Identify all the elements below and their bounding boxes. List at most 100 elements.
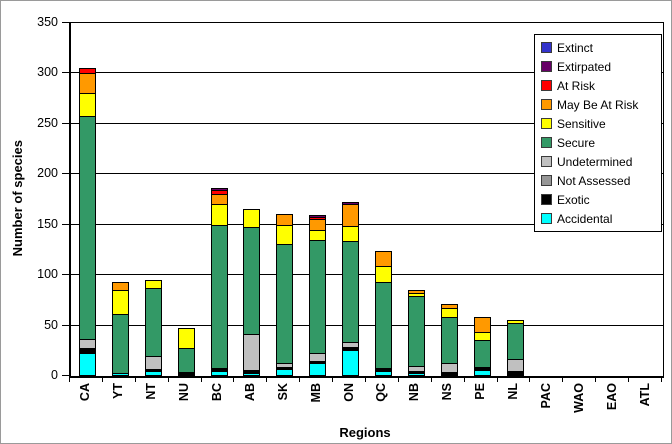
y-axis-tick-label: 150	[37, 216, 58, 231]
y-axis-tick	[62, 324, 69, 326]
x-axis-category-label: PAC	[538, 383, 553, 409]
legend-item-at-risk: At Risk	[535, 76, 661, 95]
bar-segment-sensitive-nu	[178, 328, 195, 349]
x-axis-category-label: AB	[242, 383, 257, 402]
legend-label: Sensitive	[557, 116, 606, 131]
bar-segment-secure-nl	[507, 323, 524, 360]
y-axis-tick-label: 200	[37, 166, 58, 181]
legend-item-not-assessed: Not Assessed	[535, 171, 661, 190]
bar-segment-sensitive-mb	[309, 230, 326, 241]
legend-swatch-icon	[541, 99, 552, 110]
x-axis-tick	[135, 376, 136, 382]
bar-segment-accidental-ca	[79, 353, 96, 376]
y-axis-tick	[62, 274, 69, 276]
bar-segment-undetermined-nl	[507, 359, 524, 372]
bar-segment-may-be-at-risk-ns	[441, 304, 458, 309]
bar-segment-secure-ca	[79, 116, 96, 340]
bar-segment-may-be-at-risk-ca	[79, 73, 96, 94]
legend-swatch-icon	[541, 194, 552, 205]
x-axis-tick	[562, 376, 563, 382]
x-axis-tick	[201, 376, 202, 382]
y-axis-tick-label: 250	[37, 115, 58, 130]
x-axis-category-label: ON	[341, 383, 356, 402]
x-axis-tick	[102, 376, 103, 382]
x-axis-category-label: WAO	[571, 383, 586, 413]
x-axis-tick	[497, 376, 498, 382]
x-axis-category-label: EAO	[604, 383, 619, 411]
x-axis-tick	[332, 376, 333, 382]
legend-item-extirpated: Extirpated	[535, 57, 661, 76]
bar-segment-sensitive-ns	[441, 308, 458, 318]
legend-item-undetermined: Undetermined	[535, 152, 661, 171]
legend-item-sensitive: Sensitive	[535, 114, 661, 133]
y-axis-tick	[62, 22, 69, 23]
gridline	[71, 324, 663, 326]
bar-segment-secure-qc	[375, 282, 392, 369]
bar-segment-sensitive-yt	[112, 290, 129, 315]
legend-label: Exotic	[557, 192, 590, 207]
x-axis-tick	[168, 376, 169, 382]
x-axis-category-label: NS	[440, 383, 455, 401]
bar-segment-may-be-at-risk-qc	[375, 251, 392, 267]
legend-item-secure: Secure	[535, 133, 661, 152]
bar-segment-sensitive-nl	[507, 320, 524, 324]
gridline	[71, 274, 663, 276]
bar-segment-may-be-at-risk-bc	[211, 194, 228, 205]
bar-segment-extirpated-bc	[211, 188, 228, 191]
bar-segment-secure-nu	[178, 348, 195, 373]
bar-segment-extirpated-on	[342, 202, 359, 205]
bar-segment-secure-ab	[243, 227, 260, 335]
legend-swatch-icon	[541, 137, 552, 148]
bar-segment-may-be-at-risk-yt	[112, 282, 129, 291]
y-axis-tick	[62, 173, 69, 175]
x-axis-category-label: QC	[374, 383, 389, 402]
bar-segment-accidental-mb	[309, 363, 326, 376]
bar-segment-sensitive-ca	[79, 93, 96, 117]
y-axis-tick-label: 300	[37, 65, 58, 80]
bar-segment-secure-nb	[408, 296, 425, 367]
y-axis-tick-label: 50	[44, 317, 58, 332]
bar-segment-secure-yt	[112, 314, 129, 374]
x-axis-category-label: NU	[177, 383, 192, 402]
legend-swatch-icon	[541, 213, 552, 224]
x-axis-category-label: YT	[111, 383, 126, 399]
bar-segment-undetermined-nt	[145, 356, 162, 370]
bar-segment-sensitive-on	[342, 226, 359, 242]
x-axis-category-label: MB	[308, 383, 323, 403]
gridline	[71, 122, 663, 124]
gridline	[71, 223, 663, 225]
bar-segment-may-be-at-risk-pe	[474, 317, 491, 333]
y-axis-tick	[62, 375, 69, 376]
y-axis-tick-label: 350	[37, 15, 58, 29]
legend-item-may-be-at-risk: May Be At Risk	[535, 95, 661, 114]
bar-segment-secure-sk	[276, 244, 293, 364]
legend-swatch-icon	[541, 118, 552, 129]
x-axis-tick	[464, 376, 465, 382]
legend-swatch-icon	[541, 42, 552, 53]
bar-segment-sensitive-qc	[375, 266, 392, 283]
x-axis-tick	[365, 376, 366, 382]
legend-item-extinct: Extinct	[535, 38, 661, 57]
legend-label: Extinct	[557, 40, 594, 55]
legend: Extinct Extirpated At Risk May Be At Risk Se…	[534, 34, 662, 232]
y-axis-title: Number of species	[9, 140, 25, 257]
bar-segment-may-be-at-risk-nb	[408, 290, 425, 294]
bar-segment-sensitive-ab	[243, 209, 260, 228]
y-axis-tick	[62, 223, 69, 225]
x-axis-tick	[69, 376, 70, 382]
bar-segment-undetermined-ab	[243, 334, 260, 371]
bar-segment-may-be-at-risk-on	[342, 204, 359, 227]
x-axis-tick	[661, 376, 662, 382]
x-axis-category-label: PE	[473, 383, 488, 400]
bar-segment-sensitive-nt	[145, 280, 162, 289]
x-axis-tick	[233, 376, 234, 382]
y-axis-tick-label: 0	[51, 368, 58, 382]
bar-segment-undetermined-mb	[309, 353, 326, 362]
x-axis-category-label: ATL	[637, 383, 652, 407]
legend-swatch-icon	[541, 61, 552, 72]
bar-segment-undetermined-ns	[441, 363, 458, 373]
bar-segment-secure-ns	[441, 317, 458, 364]
bar-segment-sensitive-sk	[276, 225, 293, 245]
x-axis-tick	[595, 376, 596, 382]
